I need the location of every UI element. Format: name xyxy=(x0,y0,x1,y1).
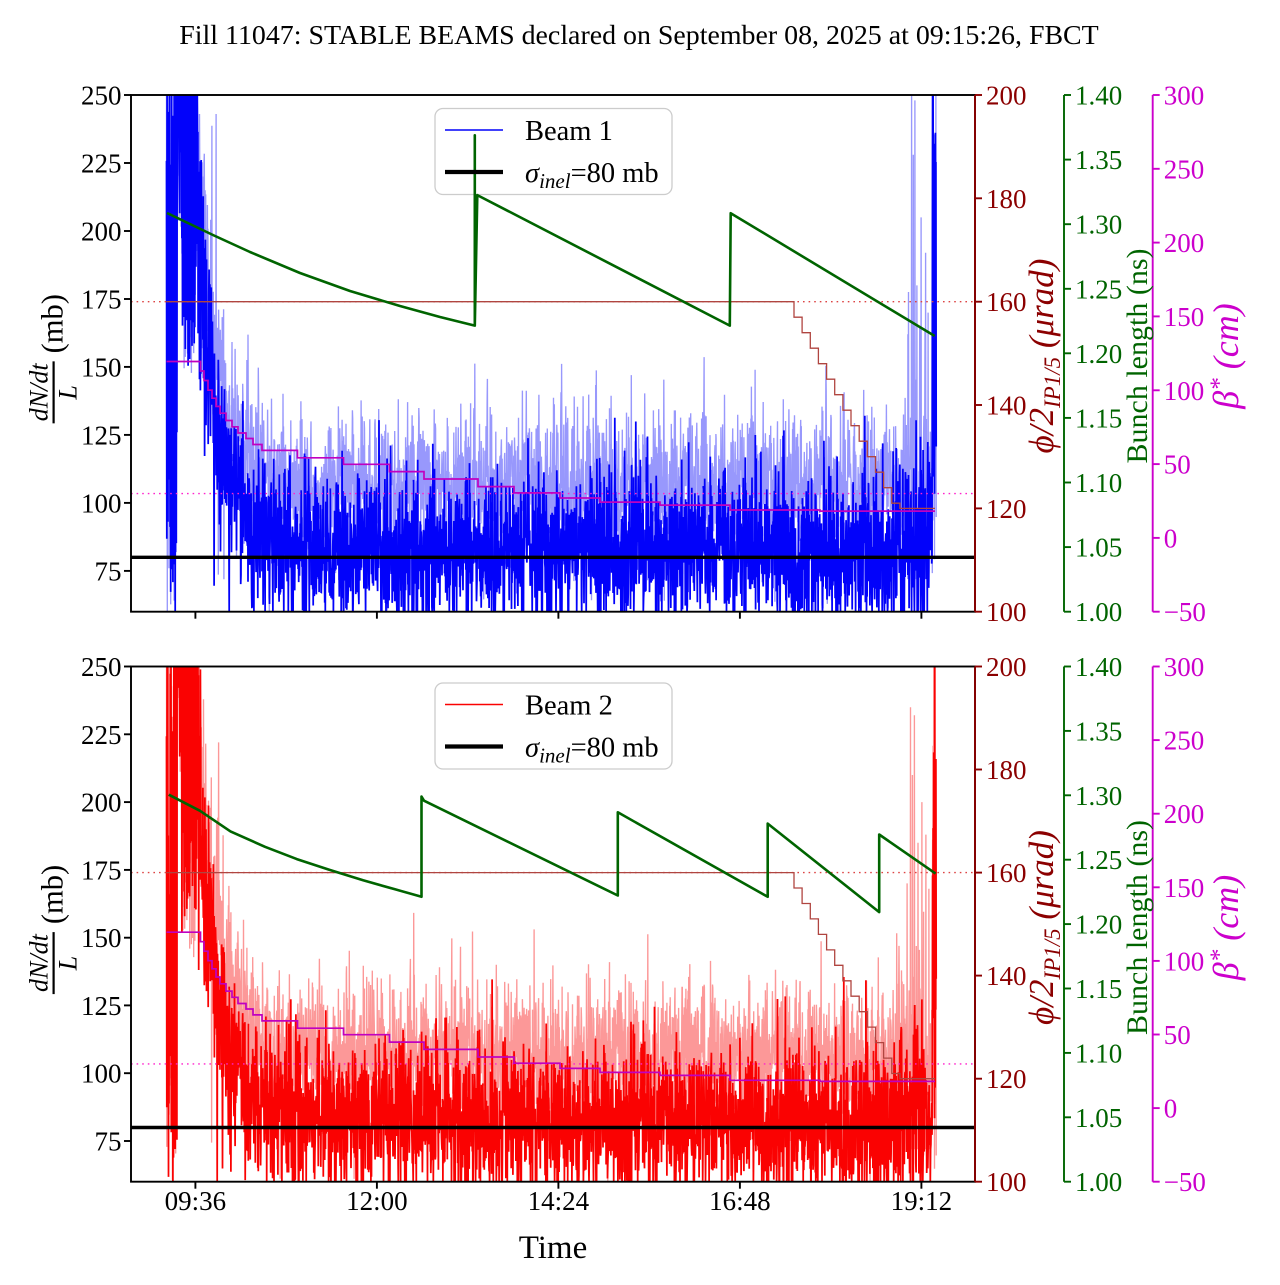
svg-text:1.40: 1.40 xyxy=(1075,81,1122,111)
svg-text:0: 0 xyxy=(1164,1094,1178,1124)
svg-text:200: 200 xyxy=(986,81,1027,111)
svg-text:Bunch length (ns): Bunch length (ns) xyxy=(1121,820,1154,1035)
svg-text:1.35: 1.35 xyxy=(1075,716,1122,746)
svg-text:1.40: 1.40 xyxy=(1075,652,1122,682)
svg-text:L: L xyxy=(54,385,83,400)
svg-text:1.20: 1.20 xyxy=(1075,339,1122,369)
svg-text:σinel=80 mb: σinel=80 mb xyxy=(525,158,659,193)
svg-text:250: 250 xyxy=(81,652,122,682)
svg-text:β* (cm): β* (cm) xyxy=(1206,875,1246,981)
svg-text:75: 75 xyxy=(95,556,122,586)
svg-text:175: 175 xyxy=(81,285,122,315)
svg-text:1.15: 1.15 xyxy=(1075,403,1122,433)
svg-text:Time: Time xyxy=(519,1230,587,1266)
svg-text:1.35: 1.35 xyxy=(1075,145,1122,175)
svg-text:1.30: 1.30 xyxy=(1075,781,1122,811)
svg-text:140: 140 xyxy=(986,391,1027,421)
svg-text:1.00: 1.00 xyxy=(1075,1167,1122,1197)
svg-text:200: 200 xyxy=(986,652,1027,682)
svg-text:1.25: 1.25 xyxy=(1075,845,1122,875)
svg-text:12:00: 12:00 xyxy=(346,1186,408,1216)
svg-text:100: 100 xyxy=(1164,376,1205,406)
svg-text:100: 100 xyxy=(81,1059,122,1089)
svg-text:19:12: 19:12 xyxy=(891,1186,953,1216)
svg-text:Bunch length (ns): Bunch length (ns) xyxy=(1121,249,1154,464)
svg-text:−50: −50 xyxy=(1164,597,1206,627)
svg-text:225: 225 xyxy=(81,720,122,750)
svg-text:50: 50 xyxy=(1164,450,1191,480)
svg-text:200: 200 xyxy=(81,788,122,818)
svg-text:150: 150 xyxy=(81,923,122,953)
svg-text:225: 225 xyxy=(81,149,122,179)
svg-text:1.20: 1.20 xyxy=(1075,910,1122,940)
svg-text:(mb): (mb) xyxy=(36,294,70,353)
svg-text:1.10: 1.10 xyxy=(1075,468,1122,498)
svg-text:120: 120 xyxy=(986,1064,1027,1094)
svg-text:125: 125 xyxy=(81,991,122,1021)
svg-text:300: 300 xyxy=(1164,652,1205,682)
svg-text:200: 200 xyxy=(1164,228,1205,258)
svg-text:100: 100 xyxy=(986,597,1027,627)
svg-text:250: 250 xyxy=(81,81,122,111)
svg-text:Fill 11047: STABLE BEAMS decla: Fill 11047: STABLE BEAMS declared on Sep… xyxy=(179,20,1098,51)
svg-text:σinel=80 mb: σinel=80 mb xyxy=(525,733,659,768)
svg-text:1.05: 1.05 xyxy=(1075,533,1122,563)
svg-text:16:48: 16:48 xyxy=(709,1186,771,1216)
svg-text:250: 250 xyxy=(1164,154,1205,184)
svg-text:(mb): (mb) xyxy=(36,865,70,924)
svg-text:75: 75 xyxy=(95,1127,122,1157)
svg-text:150: 150 xyxy=(1164,873,1205,903)
svg-text:160: 160 xyxy=(986,858,1027,888)
svg-text:14:24: 14:24 xyxy=(528,1186,590,1216)
svg-text:dN/dt: dN/dt xyxy=(25,363,54,422)
svg-text:180: 180 xyxy=(986,755,1027,785)
svg-text:ϕ/2IP1/5 (μrad): ϕ/2IP1/5 (μrad) xyxy=(1022,830,1065,1025)
svg-text:150: 150 xyxy=(81,352,122,382)
svg-text:β* (cm): β* (cm) xyxy=(1206,303,1246,409)
svg-text:1.15: 1.15 xyxy=(1075,974,1122,1004)
svg-text:L: L xyxy=(54,956,83,971)
svg-text:1.05: 1.05 xyxy=(1075,1103,1122,1133)
svg-text:100: 100 xyxy=(81,488,122,518)
svg-text:50: 50 xyxy=(1164,1020,1191,1050)
svg-text:1.10: 1.10 xyxy=(1075,1038,1122,1068)
svg-text:100: 100 xyxy=(1164,946,1205,976)
svg-text:09:36: 09:36 xyxy=(165,1186,227,1216)
svg-text:100: 100 xyxy=(986,1167,1027,1197)
svg-text:125: 125 xyxy=(81,420,122,450)
svg-text:160: 160 xyxy=(986,287,1027,317)
svg-text:dN/dt: dN/dt xyxy=(25,933,54,992)
svg-text:250: 250 xyxy=(1164,726,1205,756)
svg-text:180: 180 xyxy=(986,184,1027,214)
svg-text:140: 140 xyxy=(986,961,1027,991)
svg-text:−50: −50 xyxy=(1164,1167,1206,1197)
svg-text:1.30: 1.30 xyxy=(1075,210,1122,240)
svg-text:Beam 2: Beam 2 xyxy=(525,691,613,722)
svg-text:120: 120 xyxy=(986,494,1027,524)
svg-text:200: 200 xyxy=(1164,799,1205,829)
svg-text:300: 300 xyxy=(1164,81,1205,111)
svg-text:Beam 1: Beam 1 xyxy=(525,116,613,147)
svg-text:200: 200 xyxy=(81,217,122,247)
svg-text:0: 0 xyxy=(1164,523,1178,553)
svg-text:1.00: 1.00 xyxy=(1075,597,1122,627)
svg-text:175: 175 xyxy=(81,855,122,885)
svg-text:1.25: 1.25 xyxy=(1075,274,1122,304)
svg-text:150: 150 xyxy=(1164,302,1205,332)
svg-text:ϕ/2IP1/5 (μrad): ϕ/2IP1/5 (μrad) xyxy=(1022,259,1065,454)
